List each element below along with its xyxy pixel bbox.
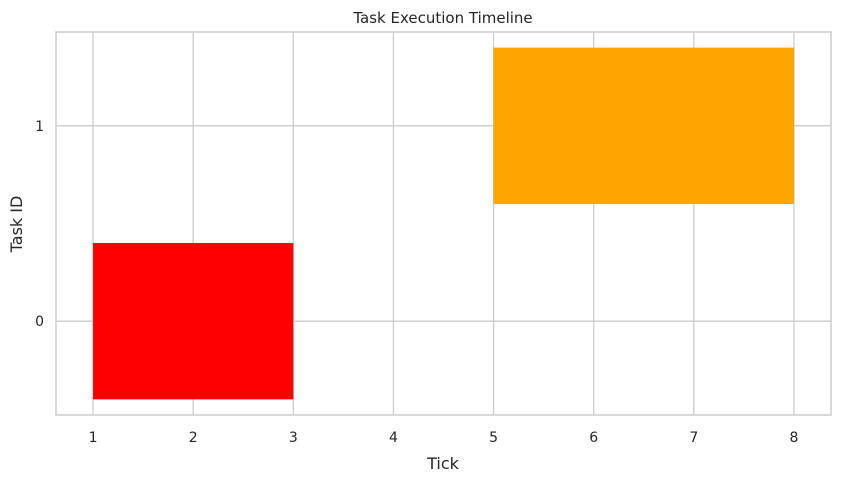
x-tick-label-2: 2 (189, 430, 198, 446)
x-axis-label: Tick (426, 454, 460, 473)
x-tick-label-8: 8 (789, 430, 798, 446)
y-tick-labels: 01 (35, 119, 44, 330)
bar-layer (93, 47, 794, 400)
y-axis-label: Task ID (7, 196, 26, 254)
chart-title: Task Execution Timeline (352, 9, 532, 27)
x-tick-label-5: 5 (489, 430, 498, 446)
y-tick-label-0: 0 (35, 314, 44, 330)
x-tick-label-4: 4 (389, 430, 398, 446)
task-bar-1 (493, 47, 794, 204)
plot-frame (55, 31, 832, 416)
x-tick-label-3: 3 (289, 430, 298, 446)
task-bar-0 (93, 243, 294, 400)
x-tick-label-6: 6 (589, 430, 598, 446)
x-tick-label-1: 1 (89, 430, 98, 446)
y-tick-label-1: 1 (35, 119, 44, 135)
x-tick-labels: 1 2 3 4 5 6 7 8 (89, 430, 799, 446)
x-tick-label-7: 7 (689, 430, 698, 446)
